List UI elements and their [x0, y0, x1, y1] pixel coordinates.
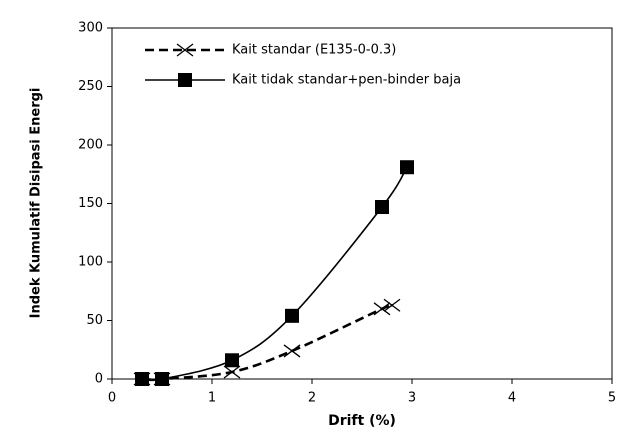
x-tick-label: 0: [108, 391, 116, 406]
marker-square: [375, 200, 389, 215]
marker-square: [155, 372, 169, 386]
y-tick-label: 200: [78, 138, 103, 153]
marker-x: [373, 302, 391, 316]
legend-marker: [178, 73, 192, 87]
marker-square: [135, 372, 149, 386]
y-axis-title: Indek Kumulatif Disipasi Energi: [29, 88, 44, 319]
marker-square: [400, 160, 414, 175]
y-tick-label: 0: [95, 372, 103, 387]
marker-square: [225, 353, 239, 368]
x-tick-label: 2: [308, 391, 316, 406]
x-tick-label: 3: [408, 391, 416, 406]
marker-x: [283, 344, 301, 358]
y-tick-label: 150: [78, 196, 103, 211]
legend-label: Kait standar (E135-0-0.3): [232, 43, 396, 58]
legend-label: Kait tidak standar+pen-binder baja: [232, 73, 461, 88]
y-tick-label: 50: [86, 313, 103, 328]
y-tick-label: 100: [78, 255, 103, 270]
x-axis-title: Drift (%): [328, 413, 396, 429]
series-line: [141, 303, 394, 381]
y-tick-label: 300: [78, 21, 103, 36]
marker-x: [383, 298, 401, 312]
marker-x: [223, 365, 241, 379]
y-tick-label: 250: [78, 79, 103, 94]
series-line: [141, 166, 408, 382]
x-tick-label: 1: [208, 391, 216, 406]
marker-square: [285, 308, 299, 323]
x-tick-label: 5: [608, 391, 616, 406]
legend-marker: [176, 43, 194, 57]
x-tick-label: 4: [508, 391, 516, 406]
